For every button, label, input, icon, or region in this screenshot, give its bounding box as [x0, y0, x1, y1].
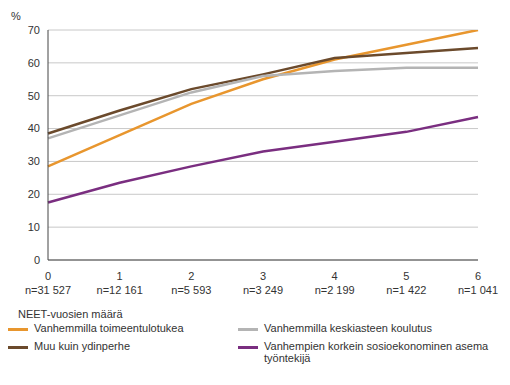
svg-text:%: %: [11, 10, 21, 22]
svg-text:2n=5 593: 2n=5 593: [171, 270, 211, 296]
svg-text:70: 70: [28, 24, 40, 36]
svg-text:0n=31 527: 0n=31 527: [25, 270, 71, 296]
svg-text:40: 40: [28, 122, 40, 134]
svg-text:20: 20: [28, 188, 40, 200]
svg-text:4n=2 199: 4n=2 199: [315, 270, 355, 296]
svg-text:30: 30: [28, 155, 40, 167]
svg-text:60: 60: [28, 57, 40, 69]
svg-text:5n=1 422: 5n=1 422: [386, 270, 426, 296]
svg-text:6n=1 041: 6n=1 041: [458, 270, 498, 296]
svg-text:1n=12 161: 1n=12 161: [97, 270, 143, 296]
html-text:Vanhemmilla keskiasteen koulut: Vanhemmilla keskiasteen koulutus: [264, 322, 432, 334]
html-text:Muu kuin ydinperhe: Muu kuin ydinperhe: [34, 340, 130, 352]
svg-text:3n=3 249: 3n=3 249: [243, 270, 283, 296]
svg-text:0: 0: [34, 254, 40, 266]
html-text:Vanhemmilla toimeentulotukea: Vanhemmilla toimeentulotukea: [34, 322, 184, 334]
svg-text:10: 10: [28, 221, 40, 233]
svg-text:50: 50: [28, 90, 40, 102]
svg-text:NEET-vuosien määrä: NEET-vuosien määrä: [18, 308, 123, 318]
html-text:Vanhempien korkein sosioekonom: Vanhempien korkein sosioekonominen asema…: [264, 340, 489, 364]
